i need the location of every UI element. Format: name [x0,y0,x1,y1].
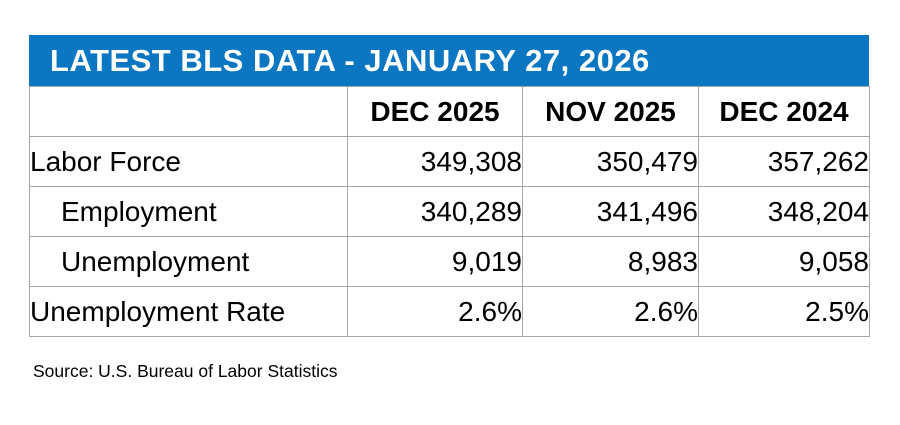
header-row: DEC 2025 NOV 2025 DEC 2024 [29,86,870,137]
table-header: DEC 2025 NOV 2025 DEC 2024 [29,86,870,137]
table-row: Labor Force 349,308 350,479 357,262 [29,136,870,187]
table-body: Labor Force 349,308 350,479 357,262 Employme… [29,136,870,337]
value-cell: 2.6% [347,286,523,337]
bls-data-table: DEC 2025 NOV 2025 DEC 2024 Labor Force 349,… [29,86,870,337]
bls-table-graphic: LATEST BLS DATA - JANUARY 27, 2026 DEC 2… [29,35,870,337]
value-cell: 349,308 [347,136,523,187]
source-note: Source: U.S. Bureau of Labor Statistics [33,361,338,381]
row-label: Unemployment [29,236,348,287]
column-header-nov-2025: NOV 2025 [522,86,699,137]
value-cell: 9,019 [347,236,523,287]
value-cell: 2.6% [522,286,699,337]
value-cell: 2.5% [698,286,870,337]
value-cell: 348,204 [698,186,870,237]
value-cell: 341,496 [522,186,699,237]
row-label: Labor Force [29,136,348,187]
table-row: Unemployment 9,019 8,983 9,058 [29,236,870,287]
value-cell: 357,262 [698,136,870,187]
table-row: Employment 340,289 341,496 348,204 [29,186,870,237]
column-header-dec-2024: DEC 2024 [698,86,870,137]
value-cell: 8,983 [522,236,699,287]
table-row: Unemployment Rate 2.6% 2.6% 2.5% [29,286,870,337]
row-label: Unemployment Rate [29,286,348,337]
value-cell: 340,289 [347,186,523,237]
corner-cell [29,86,348,137]
value-cell: 9,058 [698,236,870,287]
table-title: LATEST BLS DATA - JANUARY 27, 2026 [50,43,650,78]
value-cell: 350,479 [522,136,699,187]
column-header-dec-2025: DEC 2025 [347,86,523,137]
row-label: Employment [29,186,348,237]
table-title-bar: LATEST BLS DATA - JANUARY 27, 2026 [29,35,869,86]
